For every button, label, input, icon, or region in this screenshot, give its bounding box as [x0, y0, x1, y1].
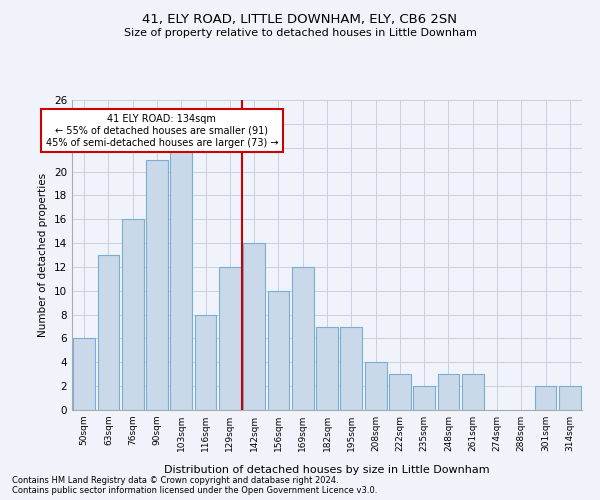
- Bar: [389, 374, 411, 410]
- Text: Contains HM Land Registry data © Crown copyright and database right 2024.: Contains HM Land Registry data © Crown c…: [12, 476, 338, 485]
- Text: Size of property relative to detached houses in Little Downham: Size of property relative to detached ho…: [124, 28, 476, 38]
- X-axis label: Distribution of detached houses by size in Little Downham: Distribution of detached houses by size …: [164, 465, 490, 475]
- Bar: [146, 160, 168, 410]
- Bar: [219, 267, 241, 410]
- Bar: [268, 291, 289, 410]
- Bar: [243, 243, 265, 410]
- Text: 41, ELY ROAD, LITTLE DOWNHAM, ELY, CB6 2SN: 41, ELY ROAD, LITTLE DOWNHAM, ELY, CB6 2…: [143, 12, 458, 26]
- Bar: [365, 362, 386, 410]
- Bar: [535, 386, 556, 410]
- Y-axis label: Number of detached properties: Number of detached properties: [38, 173, 49, 337]
- Bar: [462, 374, 484, 410]
- Bar: [292, 267, 314, 410]
- Bar: [437, 374, 460, 410]
- Bar: [413, 386, 435, 410]
- Bar: [194, 314, 217, 410]
- Text: 41 ELY ROAD: 134sqm
← 55% of detached houses are smaller (91)
45% of semi-detach: 41 ELY ROAD: 134sqm ← 55% of detached ho…: [46, 114, 278, 148]
- Bar: [122, 219, 143, 410]
- Text: Contains public sector information licensed under the Open Government Licence v3: Contains public sector information licen…: [12, 486, 377, 495]
- Bar: [340, 326, 362, 410]
- Bar: [170, 148, 192, 410]
- Bar: [97, 255, 119, 410]
- Bar: [73, 338, 95, 410]
- Bar: [316, 326, 338, 410]
- Bar: [559, 386, 581, 410]
